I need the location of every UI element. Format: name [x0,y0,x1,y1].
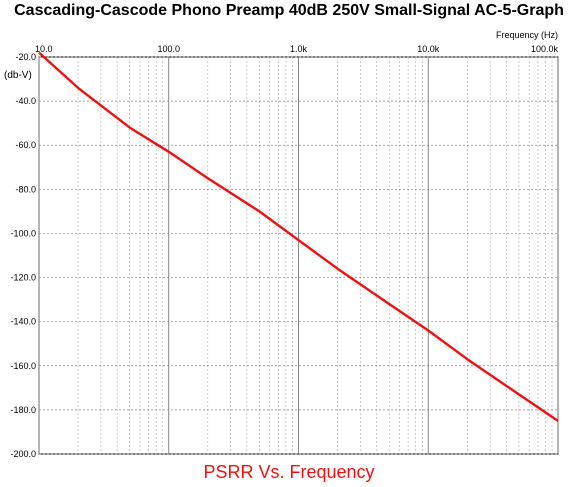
y-tick-label: -60.0 [15,140,36,150]
y-tick-label: -180.0 [10,405,36,415]
y-tick-label: -140.0 [10,317,36,327]
y-axis-label: (db-V) [4,70,32,81]
x-axis-label: Frequency (Hz) [495,30,558,40]
x-tick-label: 10.0 [35,44,53,54]
psrr-series-line [38,51,559,422]
x-tick-label: 1.0k [290,44,308,54]
chart-title: Cascading-Cascode Phono Preamp 40dB 250V… [14,2,564,19]
y-tick-label: -160.0 [10,361,36,371]
y-tick-label: -200.0 [10,449,36,459]
x-tick-label: 100.0k [531,44,559,54]
y-tick-label: -100.0 [10,228,36,238]
chart-caption: PSRR Vs. Frequency [203,462,375,482]
y-tick-label: -120.0 [10,273,36,283]
x-tick-label: 100.0 [157,44,180,54]
y-tick-label: -20.0 [15,52,36,62]
y-tick-label: -80.0 [15,184,36,194]
x-tick-label: 10.0k [417,44,440,54]
y-tick-label: -40.0 [15,96,36,106]
